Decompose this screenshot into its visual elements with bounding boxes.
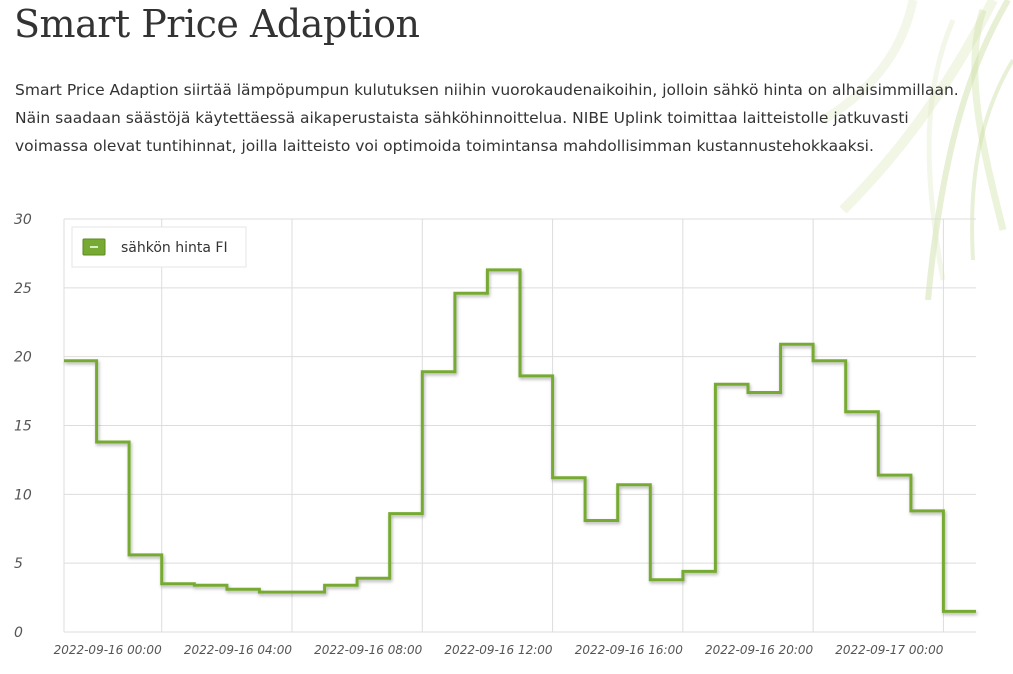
y-axis: 0 5 10 15 20 25 30 <box>14 212 32 641</box>
x-tick-label: 2022-09-17 00:00 <box>835 643 944 657</box>
x-tick-label: 2022-09-16 08:00 <box>314 643 423 657</box>
y-tick-label: 20 <box>14 350 32 366</box>
y-tick-label: 30 <box>14 212 32 228</box>
decorative-leaves-image <box>820 0 1013 300</box>
y-tick-label: 15 <box>14 419 32 435</box>
chart-legend[interactable]: sähkön hinta FI <box>71 226 247 268</box>
x-axis: 2022-09-16 00:00 2022-09-16 04:00 2022-09-… <box>54 643 944 657</box>
legend-label[interactable]: sähkön hinta FI <box>121 240 228 256</box>
chart-series <box>64 268 976 613</box>
y-tick-label: 25 <box>14 281 32 297</box>
series-line <box>64 268 976 613</box>
y-tick-label: 5 <box>14 556 23 572</box>
x-tick-label: 2022-09-16 04:00 <box>184 643 293 657</box>
y-tick-label: 0 <box>14 625 23 641</box>
x-tick-label: 2022-09-16 20:00 <box>705 643 814 657</box>
y-tick-label: 10 <box>14 487 32 503</box>
intro-text: Smart Price Adaption siirtää lämpöpumpun… <box>15 81 959 155</box>
x-tick-label: 2022-09-16 16:00 <box>575 643 684 657</box>
x-tick-label: 2022-09-16 00:00 <box>54 643 163 657</box>
page-title: Smart Price Adaption <box>14 2 420 46</box>
x-tick-label: 2022-09-16 12:00 <box>444 643 553 657</box>
